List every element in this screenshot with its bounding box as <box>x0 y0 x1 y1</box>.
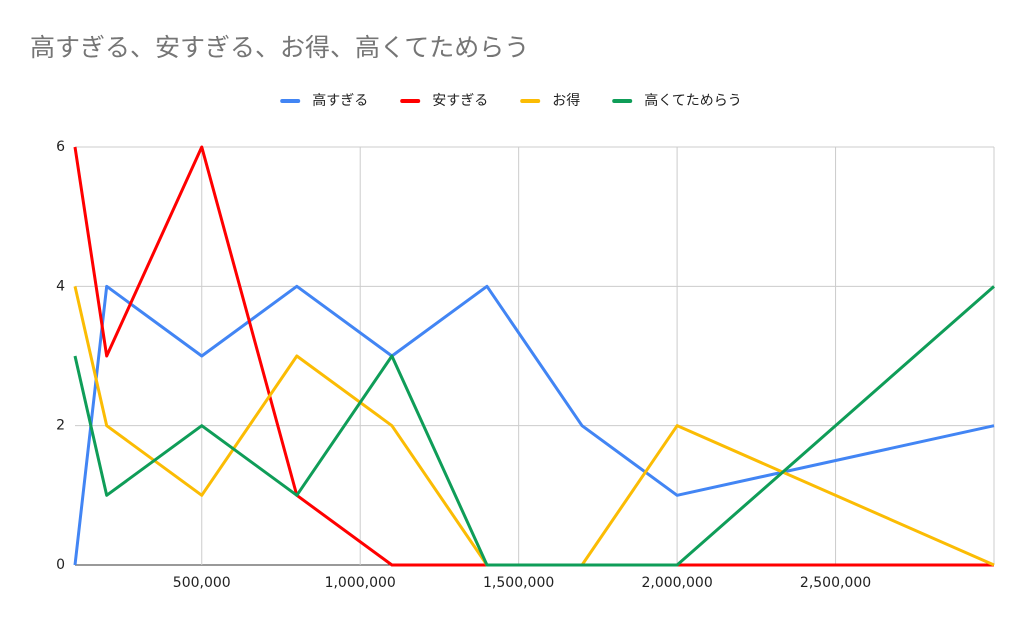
legend-label: 安すぎる <box>432 93 488 109</box>
legend-label: 高すぎる <box>312 92 368 109</box>
series-line <box>73 286 995 567</box>
chart-title: 高すぎる、安すぎる、お得、高くてためらう <box>30 33 529 62</box>
y-tick-label: 0 <box>56 557 65 573</box>
y-tick-label: 6 <box>56 139 65 155</box>
x-tick-label: 2,000,000 <box>641 575 712 591</box>
legend-label: お得 <box>552 92 580 109</box>
y-tick-label: 4 <box>56 278 65 294</box>
legend-label: 高くてためらう <box>644 92 742 109</box>
series-line <box>73 285 995 567</box>
x-tick-label: 2,500,000 <box>800 575 871 591</box>
x-tick-label: 1,500,000 <box>483 575 554 591</box>
x-tick-label: 500,000 <box>173 575 231 591</box>
y-tick-label: 2 <box>56 418 65 434</box>
x-tick-label: 1,000,000 <box>325 575 396 591</box>
